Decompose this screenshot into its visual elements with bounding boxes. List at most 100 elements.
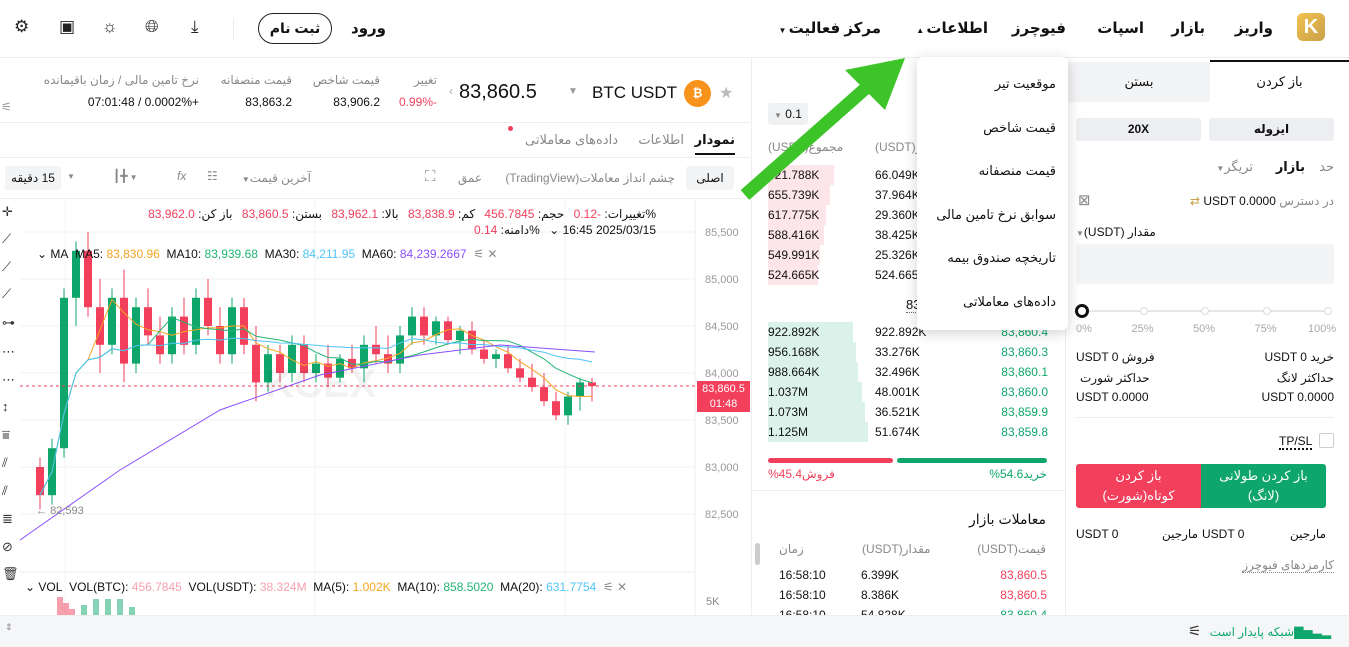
- tab-open-position[interactable]: باز کردن: [1210, 60, 1349, 102]
- ask-row[interactable]: 655.739K 37.964K: [768, 185, 1048, 205]
- bid-row[interactable]: 988.664K 32.496K 83,860.1: [768, 362, 1048, 382]
- tpsl-label[interactable]: TP/SL: [1279, 434, 1313, 450]
- menu-item-fair-price[interactable]: قیمت منصفانه: [978, 163, 1056, 178]
- depth-button[interactable]: عمق: [457, 171, 482, 185]
- menu-item-insurance-fund[interactable]: تاریخچه صندوق بیمه: [947, 250, 1056, 265]
- extended-line-icon[interactable]: ⟋: [2, 286, 12, 301]
- parallel-line-icon[interactable]: ⋯: [2, 372, 15, 387]
- slider-label[interactable]: 50%: [1193, 323, 1216, 335]
- nav-deposit[interactable]: واریز: [1234, 20, 1273, 37]
- margin-mode-button[interactable]: ایزوله: [1209, 118, 1334, 141]
- guide-book-icon[interactable]: ▣: [59, 17, 76, 36]
- interval-dropdown-chevron[interactable]: ▼: [67, 172, 75, 181]
- theme-sun-icon[interactable]: ☼: [102, 17, 118, 36]
- slider-label[interactable]: 100%: [1308, 323, 1337, 335]
- tab-chart[interactable]: نمودار: [694, 132, 735, 155]
- ma-settings-icon[interactable]: ⚟: [473, 247, 484, 261]
- tab-info[interactable]: اطلاعات: [638, 132, 684, 147]
- nav-market[interactable]: بازار: [1171, 20, 1205, 37]
- bid-row[interactable]: 1.125M 51.674K 83,859.8: [768, 422, 1048, 442]
- vol-settings-icon[interactable]: ⚟: [602, 580, 614, 594]
- collapse-chevron-icon[interactable]: ⌄: [37, 247, 48, 261]
- resize-handle-icon[interactable]: ⇕: [5, 622, 13, 632]
- slider-stop[interactable]: [1201, 307, 1209, 315]
- download-icon[interactable]: ⤓: [191, 17, 199, 36]
- ask-row[interactable]: 617.775K 29.360K: [768, 205, 1048, 225]
- tpsl-checkbox[interactable]: [1319, 433, 1334, 448]
- open-long-button[interactable]: باز کردن طولانی (لانگ): [1201, 464, 1326, 508]
- ob-mid-price[interactable]: 83: [906, 297, 921, 313]
- order-type-market[interactable]: بازار: [1275, 159, 1305, 174]
- tradingview-button[interactable]: چشم انداز معاملات(TradingView): [505, 171, 675, 185]
- slider-stop[interactable]: [1324, 307, 1332, 315]
- interval-selector[interactable]: 15 دقیقه: [5, 166, 61, 190]
- nav-activity-center[interactable]: مرکز فعالیت ▼: [778, 19, 881, 37]
- vol-close-icon[interactable]: ✕: [616, 580, 628, 594]
- tab-close-position[interactable]: بستن: [1068, 62, 1210, 102]
- horizontal-ray-icon[interactable]: ⋯: [2, 344, 15, 359]
- ray-line-icon[interactable]: ⟋: [2, 259, 12, 274]
- favorite-star-icon[interactable]: ★: [719, 85, 734, 102]
- slider-label[interactable]: 25%: [1131, 323, 1154, 335]
- futures-fees-link[interactable]: کارمزدهای فیوچرز: [1242, 558, 1334, 573]
- nav-spot[interactable]: اسپات: [1097, 20, 1144, 37]
- horizontal-line-icon[interactable]: ⊶: [2, 315, 15, 330]
- main-chart-button[interactable]: اصلی: [686, 166, 734, 190]
- order-type-limit[interactable]: حد: [1319, 159, 1334, 174]
- amount-input[interactable]: [1076, 244, 1334, 284]
- layout-grid-icon[interactable]: ☷: [207, 169, 218, 183]
- nav-info[interactable]: اطلاعات ▲: [916, 19, 988, 37]
- bid-row[interactable]: 1.073M 36.521K 83,859.9: [768, 402, 1048, 422]
- ma-close-icon[interactable]: ✕: [487, 247, 498, 261]
- amount-unit-selector[interactable]: مقدار (USDT)▼: [1076, 225, 1156, 239]
- bid-row[interactable]: 1.037M 48.001K 83,860.0: [768, 382, 1048, 402]
- menu-item-trading-data[interactable]: داده‌های معاملاتی: [963, 294, 1056, 309]
- status-settings-icon[interactable]: ⚟: [1188, 623, 1202, 640]
- open-short-button[interactable]: باز کردن کوتاه(شورت): [1076, 464, 1201, 508]
- transfer-icon[interactable]: ⇄: [1189, 194, 1201, 208]
- crosshair-icon[interactable]: ✛: [2, 204, 13, 219]
- hide-eye-icon[interactable]: ⊘: [2, 539, 13, 554]
- globe-icon[interactable]: 🌐︎: [145, 17, 159, 36]
- settings-gear-icon[interactable]: ⚙: [14, 17, 30, 36]
- vertical-line-icon[interactable]: ↕: [2, 399, 9, 414]
- trash-icon[interactable]: 🗑︎: [2, 566, 19, 581]
- slider-label[interactable]: 75%: [1254, 323, 1277, 335]
- slider-label[interactable]: 0%: [1076, 323, 1092, 335]
- fibonacci-icon[interactable]: ≣: [2, 511, 13, 526]
- price-range-icon[interactable]: ⩸: [2, 427, 10, 442]
- amount-slider[interactable]: [1075, 304, 1334, 318]
- register-button[interactable]: ثبت نام: [258, 13, 332, 44]
- candlestick-chart[interactable]: 85,500 85,000 84,500 84,000 83,500 83,000 82,5…: [0, 0, 750, 615]
- leverage-button[interactable]: 20X: [1076, 118, 1201, 141]
- nav-futures[interactable]: فیوچرز: [1011, 20, 1066, 37]
- ask-row[interactable]: 588.416K 38.425K: [768, 225, 1048, 245]
- pattern-icon[interactable]: ⫽: [2, 483, 8, 498]
- calculator-icon[interactable]: ⊠: [1078, 192, 1091, 209]
- trend-line-icon[interactable]: ⟋: [2, 231, 12, 246]
- slider-stop[interactable]: [1262, 307, 1271, 315]
- tick-size-selector[interactable]: ▼ 0.1: [768, 103, 808, 125]
- tab-trading-data[interactable]: داده‌های معاملاتی: [525, 132, 618, 147]
- filter-settings-icon[interactable]: ⚟: [1, 100, 12, 114]
- menu-item-position-tier[interactable]: موقعیت تیر: [994, 76, 1056, 91]
- candle-type-icon[interactable]: ┃╋ ▼: [113, 169, 138, 183]
- login-link[interactable]: ورود: [351, 20, 386, 37]
- ask-row[interactable]: 524.665K 524.665K: [768, 265, 1048, 285]
- menu-item-index-price[interactable]: قیمت شاخص: [983, 120, 1056, 135]
- collapse-chevron-icon[interactable]: ⌄: [25, 580, 36, 594]
- slider-handle[interactable]: [1075, 304, 1089, 318]
- collapse-chevron-icon[interactable]: ⌄: [549, 223, 560, 237]
- trades-scrollbar[interactable]: [755, 543, 760, 565]
- bid-row[interactable]: 922.892K 922.892K 83,860.4: [768, 322, 1048, 342]
- logo[interactable]: K: [1297, 13, 1325, 41]
- price-type-dropdown[interactable]: آخرین قیمت▼: [242, 171, 311, 185]
- symbol-dropdown-icon[interactable]: ▼: [568, 86, 578, 97]
- order-type-trigger[interactable]: تریگر▼: [1216, 159, 1253, 175]
- bid-row[interactable]: 956.168K 33.276K 83,860.3: [768, 342, 1048, 362]
- fullscreen-icon[interactable]: ⛶: [425, 168, 436, 185]
- channel-icon[interactable]: ⫽: [2, 455, 8, 470]
- indicators-fx-button[interactable]: fx: [177, 169, 187, 183]
- chevron-left-icon[interactable]: ‹: [449, 84, 453, 98]
- slider-stop[interactable]: [1139, 307, 1148, 315]
